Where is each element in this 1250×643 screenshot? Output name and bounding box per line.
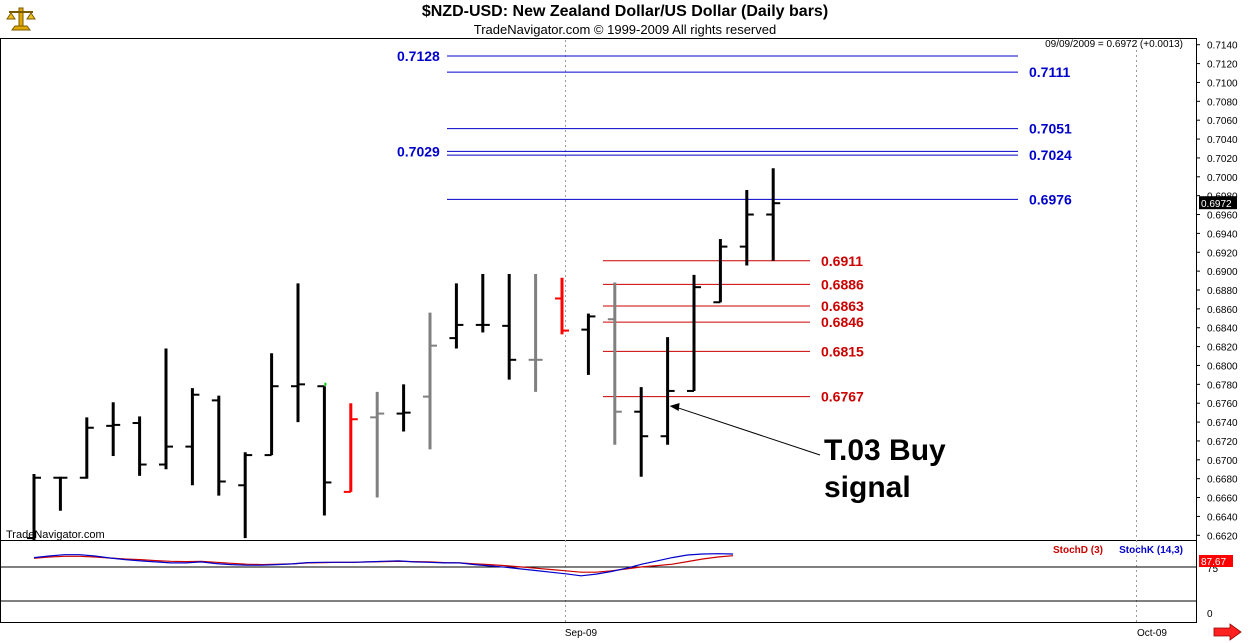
ohlc-bar	[739, 190, 754, 266]
price-y-axis: 0.7140 0.7120 0.7100 0.7080 0.7060 0.7040 0.70…	[1196, 41, 1238, 542]
y-tick-label: 0.6720	[1207, 437, 1238, 448]
y-tick-label: 0.7120	[1207, 60, 1238, 71]
ohlc-bar	[370, 391, 385, 498]
ohlc-bar	[449, 283, 464, 349]
resistance-label: 0.7029	[397, 143, 440, 159]
ohlc-bar	[159, 348, 173, 470]
stoch-series-line	[33, 553, 734, 577]
y-tick-label: 0.6640	[1207, 512, 1238, 523]
support-resistance-lines: 0.7128 0.7111 0.7051 0.7029 0.7024 0.6976 0.69…	[397, 48, 1072, 405]
resistance-label: 0.7128	[397, 48, 440, 64]
y-tick-label: 0.7040	[1207, 135, 1238, 146]
chart-title: $NZD-USD: New Zealand Dollar/US Dollar (…	[421, 3, 829, 20]
y-tick-label: 0.6740	[1207, 418, 1238, 429]
ohlc-bar	[634, 387, 649, 477]
y-tick-label: 0.7020	[1207, 154, 1238, 165]
y-tick-label: 0.6920	[1207, 248, 1238, 259]
stoch-tick-label: 0	[1207, 609, 1213, 620]
y-tick-label: 0.6840	[1207, 324, 1238, 335]
ohlc-bar	[687, 274, 701, 392]
stochastic-panel: StochD (3) StochK (14,3) 75 0 87.67	[0, 545, 1233, 620]
stoch-legend-d: StochD (3)	[1053, 545, 1103, 556]
ohlc-bar	[79, 417, 94, 479]
y-tick-label: 0.6820	[1207, 343, 1238, 354]
balance-scale-icon	[6, 7, 36, 31]
x-tick-label: Sep-09	[565, 628, 598, 639]
y-tick-label: 0.6780	[1207, 380, 1238, 391]
ohlc-bar	[211, 395, 226, 496]
ohlc-bar	[238, 452, 253, 539]
support-label: 0.6846	[821, 314, 864, 330]
stoch-panel-frame	[0, 540, 1197, 623]
annotation-arrow	[675, 406, 821, 456]
ohlc-bar	[53, 476, 68, 511]
y-tick-label: 0.6800	[1207, 361, 1238, 372]
y-tick-label: 0.6960	[1207, 211, 1238, 222]
x-axis: Sep-09 Oct-09	[565, 628, 1168, 639]
annotation-arrowhead	[669, 403, 680, 412]
y-tick-label: 0.6880	[1207, 286, 1238, 297]
annotation-line2: signal	[824, 471, 911, 504]
y-tick-label: 0.6760	[1207, 399, 1238, 410]
ohlc-bar	[423, 312, 437, 450]
ohlc-bar	[502, 273, 517, 380]
support-label: 0.6911	[821, 253, 863, 269]
ohlc-bar	[555, 277, 569, 335]
ohlc-bar	[317, 385, 332, 516]
resistance-label: 0.7111	[1029, 64, 1070, 80]
watermark: TradeNavigator.com	[6, 529, 105, 541]
ohlc-bar	[343, 403, 358, 493]
ohlc-bar	[713, 239, 728, 304]
ohlc-bar	[581, 313, 596, 375]
ohlc-bar	[132, 416, 147, 476]
y-tick-label: 0.6860	[1207, 305, 1238, 316]
ohlc-bar	[528, 273, 543, 392]
ohlc-bar	[185, 388, 200, 486]
y-tick-label: 0.6900	[1207, 267, 1238, 278]
y-tick-label: 0.6660	[1207, 494, 1238, 505]
ohlc-bar	[766, 168, 781, 261]
last-price-box	[1199, 196, 1237, 210]
ohlc-bar	[475, 273, 490, 333]
ohlc-bar	[264, 353, 279, 457]
y-tick-label: 0.7140	[1207, 41, 1238, 52]
y-tick-label: 0.7000	[1207, 173, 1238, 184]
y-tick-label: 0.6620	[1207, 531, 1238, 542]
annotation-line1: T.03 Buy	[824, 434, 946, 467]
ohlc-bar	[291, 283, 305, 423]
resistance-label: 0.7024	[1029, 147, 1072, 163]
chart-header: $NZD-USD: New Zealand Dollar/US Dollar (…	[0, 0, 1250, 40]
chart-subtitle: TradeNavigator.com © 1999-2009 All right…	[473, 22, 777, 37]
info-readout: 09/09/2009 = 0.6972 (+0.0013)	[1045, 39, 1183, 50]
ohlc-bar	[660, 337, 675, 445]
y-tick-label: 0.7100	[1207, 78, 1238, 89]
y-tick-label: 0.6680	[1207, 475, 1238, 486]
support-label: 0.6815	[821, 343, 864, 359]
ohlc-bar	[106, 402, 121, 457]
resistance-label: 0.7051	[1029, 121, 1072, 137]
stoch-last-label: 87.67	[1201, 557, 1226, 568]
price-bars	[27, 168, 781, 540]
y-tick-label: 0.7060	[1207, 116, 1238, 127]
price-panel-frame	[0, 38, 1197, 541]
stoch-tick-label: 75	[1207, 564, 1219, 575]
resistance-label: 0.6976	[1029, 191, 1072, 207]
support-label: 0.6863	[821, 298, 864, 314]
stoch-series-line	[33, 555, 734, 573]
scroll-right-arrow-icon[interactable]	[1213, 623, 1242, 641]
y-tick-label: 0.7080	[1207, 97, 1238, 108]
y-tick-label: 0.6700	[1207, 456, 1238, 467]
ohlc-bar	[27, 473, 41, 540]
ohlc-bar	[607, 282, 622, 445]
x-tick-label: Oct-09	[1137, 628, 1167, 639]
y-tick-label: 0.6940	[1207, 229, 1238, 240]
stoch-legend-k: StochK (14,3)	[1119, 545, 1183, 556]
last-price-label: 0.6972	[1201, 199, 1232, 210]
support-label: 0.6767	[821, 389, 864, 405]
buy-signal-annotation: T.03 Buy signal	[669, 403, 946, 504]
support-label: 0.6886	[821, 276, 864, 292]
ohlc-bar	[396, 384, 411, 432]
stoch-last-box	[1199, 555, 1233, 567]
